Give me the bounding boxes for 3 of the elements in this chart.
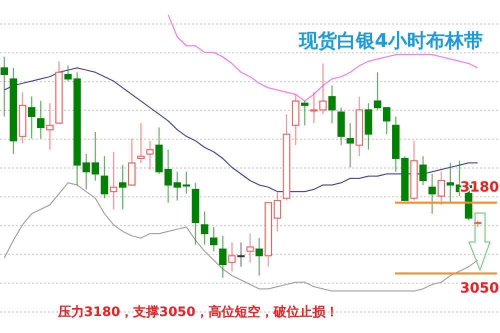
chart-title: 现货白银4小时布林带 bbox=[298, 30, 483, 52]
text: 3050 bbox=[460, 280, 500, 296]
text: 压力3180，支撑3050，高位短空，破位止损！ bbox=[57, 304, 338, 320]
